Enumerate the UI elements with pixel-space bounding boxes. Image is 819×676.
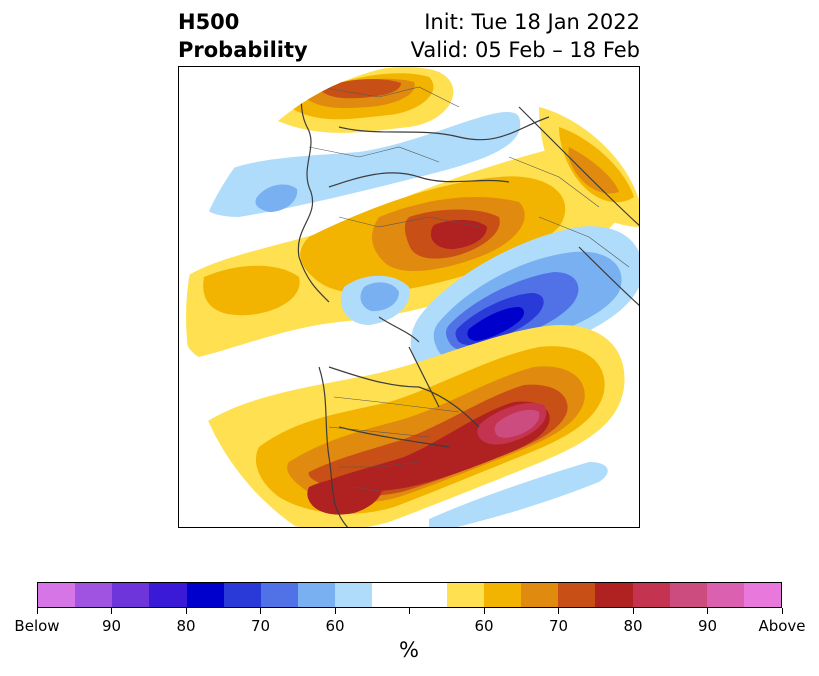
colorbar-segment bbox=[38, 583, 76, 607]
title-init: Init: Tue 18 Jan 2022 bbox=[424, 10, 640, 34]
colorbar-segment bbox=[521, 583, 559, 607]
cool-anomaly-band bbox=[198, 111, 521, 217]
colorbar-tick-label: Above bbox=[758, 617, 806, 635]
colorbar-segment bbox=[149, 583, 187, 607]
colorbar-unit-label: % bbox=[399, 638, 419, 662]
colorbar-tick bbox=[707, 608, 708, 614]
colorbar-segment bbox=[372, 583, 410, 607]
colorbar-tick bbox=[781, 608, 783, 614]
cool-anomaly-south bbox=[429, 462, 608, 527]
colorbar-tick-label: 80 bbox=[176, 617, 196, 635]
cool-anomaly-pacific bbox=[410, 226, 639, 378]
map-title-right: Init: Tue 18 Jan 2022 Valid: 05 Feb – 18… bbox=[411, 8, 640, 64]
colorbar-tick-label: 60 bbox=[474, 617, 494, 635]
colorbar-segment bbox=[298, 583, 336, 607]
colorbar-segment bbox=[558, 583, 596, 607]
colorbar-segment bbox=[223, 583, 261, 607]
warm-anomaly-europe bbox=[269, 67, 454, 133]
colorbar-tick-label: 70 bbox=[250, 617, 271, 635]
cool-anomaly-pole-core bbox=[360, 282, 399, 312]
warm-anomaly-arctic bbox=[186, 145, 621, 357]
colorbar-tick-label: 80 bbox=[623, 617, 643, 635]
colorbar-tick-label: 90 bbox=[697, 617, 718, 635]
colorbar-tick bbox=[558, 608, 559, 614]
colorbar-segment bbox=[483, 583, 522, 607]
colorbar-tick-label: 70 bbox=[548, 617, 569, 635]
colorbar-segment bbox=[669, 583, 707, 607]
colorbar-segment bbox=[706, 583, 744, 607]
colorbar-tick bbox=[185, 608, 187, 614]
probability-field bbox=[186, 67, 639, 527]
colorbar-tick bbox=[483, 608, 485, 614]
map-title-left: H500 Probability bbox=[178, 8, 308, 64]
colorbar-segment bbox=[186, 583, 224, 607]
title-valid: Valid: 05 Feb – 18 Feb bbox=[410, 38, 640, 62]
colorbar-segment bbox=[260, 583, 299, 607]
colorbar-segment bbox=[743, 583, 782, 607]
colorbar-tick-label: Below bbox=[14, 617, 60, 635]
title-variable: H500 bbox=[178, 10, 240, 34]
colorbar-tick-label: 90 bbox=[101, 617, 122, 635]
colorbar-tick bbox=[111, 608, 112, 614]
colorbar-tick bbox=[409, 608, 410, 614]
map-panel bbox=[178, 66, 640, 528]
coastlines bbox=[297, 67, 639, 527]
colorbar-tick-label: 60 bbox=[325, 617, 345, 635]
warm-anomaly-siberia bbox=[539, 107, 639, 227]
colorbar-segment bbox=[112, 583, 150, 607]
borders bbox=[308, 86, 630, 493]
probability-map bbox=[186, 67, 639, 527]
colorbar-segment bbox=[595, 583, 633, 607]
colorbar-tick bbox=[632, 608, 634, 614]
colorbar-segment bbox=[75, 583, 113, 607]
colorbar-tick bbox=[334, 608, 336, 614]
title-product: Probability bbox=[178, 38, 308, 62]
colorbar-segment bbox=[335, 583, 373, 607]
colorbar-segment bbox=[632, 583, 670, 607]
colorbar-tick bbox=[260, 608, 261, 614]
colorbar-tick bbox=[36, 608, 38, 614]
probability-colorbar bbox=[37, 582, 782, 608]
colorbar-segment bbox=[446, 583, 484, 607]
colorbar-segment bbox=[409, 583, 447, 607]
warm-anomaly-atlantic bbox=[196, 325, 625, 527]
